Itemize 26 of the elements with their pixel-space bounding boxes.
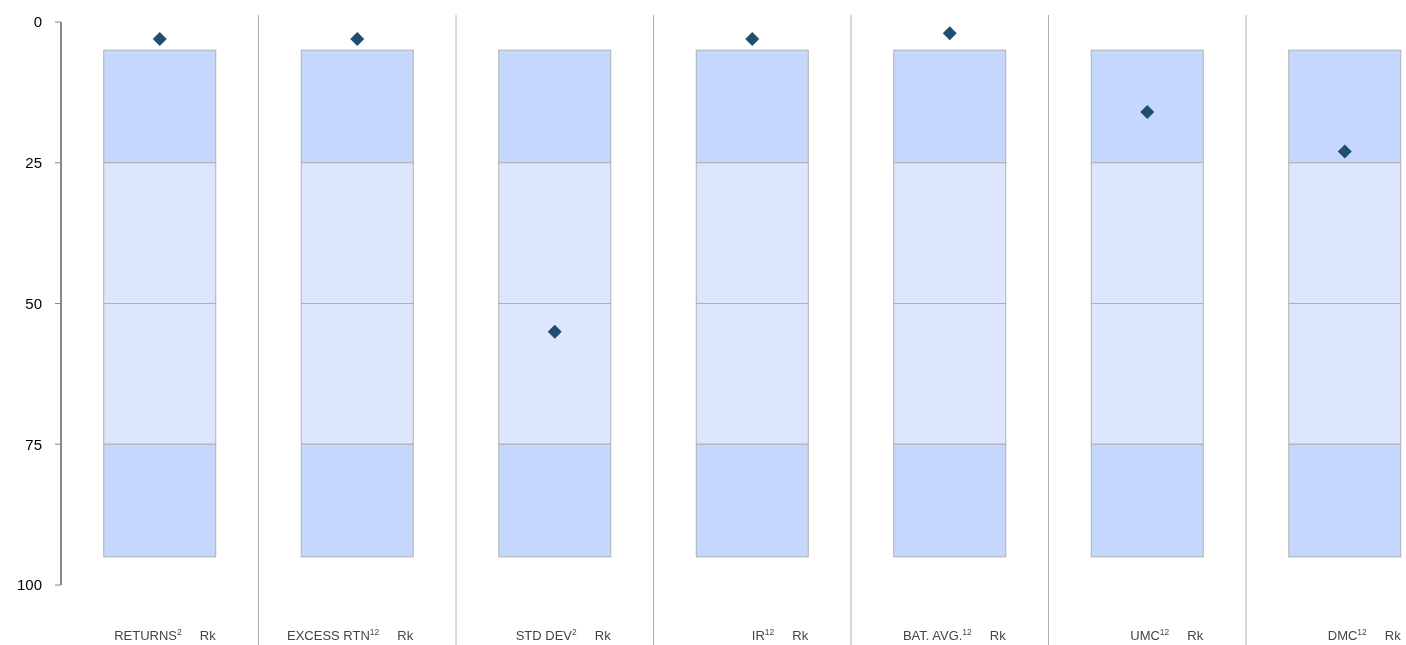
text: Rk [199,628,217,643]
y-tick-label: 100 [16,576,42,594]
x-tick-label: UMC$^{12}$ [1130,627,1170,643]
point [942,26,957,41]
text: Rk [792,628,809,643]
y-tick-label: 75 [25,435,42,453]
text: Rk [1187,628,1204,643]
x-tick-label: RETURNS$^{2}$ [114,627,183,643]
y-tick-label: 50 [25,294,42,312]
text: Rk [989,628,1007,643]
text: Rk [397,628,414,643]
x-tick-label: DMC$^{12}$ [1327,627,1368,643]
point [547,324,562,339]
x-tick-label: EXCESS RTN$^{12}$ [287,627,380,643]
point [350,31,365,46]
point [152,31,167,46]
y-tick-label: 25 [25,154,42,171]
x-tick-label: IR$^{12}$ [751,627,775,643]
text: Rk [1384,628,1402,643]
text: Rk [594,628,612,643]
point [745,31,760,46]
point [1140,105,1155,120]
x-tick-label: BAT. AVG.$^{12}$ [902,627,973,643]
point [1337,144,1352,159]
y-tick-label: 0 [33,13,42,31]
x-tick-label: STD DEV$^{2}$ [515,627,578,643]
